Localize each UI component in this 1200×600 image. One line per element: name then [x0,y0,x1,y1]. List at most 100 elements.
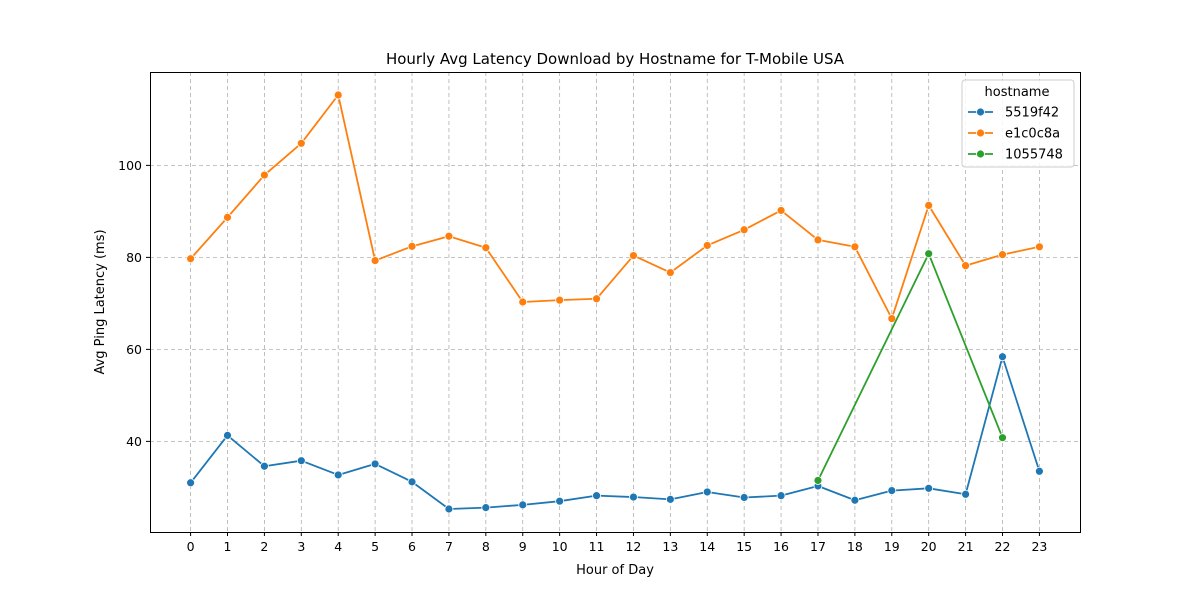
x-tick-label: 1 [224,539,232,554]
data-point [924,200,934,210]
axis-ticks: 0 1 2 3 4 5 6 7 8 9 10 11 12 13 14 15 16 17 18 19 20 21 22 2340… [118,158,1047,554]
data-point [370,459,380,469]
y-tick-label: 100 [118,158,142,173]
data-point [961,489,970,499]
data-point [407,241,417,251]
data-point [333,90,343,100]
series-lines [186,90,1044,514]
data-point [1035,466,1044,476]
data-point [186,478,195,488]
x-tick-label: 6 [408,539,416,554]
legend-label: e1c0c8a [1005,127,1060,142]
y-tick-label: 80 [126,250,142,265]
x-tick-label: 4 [334,539,342,554]
legend-box [961,79,1075,168]
data-point [665,494,675,504]
grid-lines [150,72,1080,532]
series-line [189,355,1041,510]
legend-marker [976,149,985,159]
data-point [444,504,454,514]
x-tick-label: 0 [187,539,195,554]
data-point [1035,242,1044,252]
data-point [813,235,823,245]
y-tick-label: 60 [126,342,142,357]
data-point [223,212,232,222]
x-tick-label: 14 [699,539,715,554]
data-point [186,254,195,264]
x-tick-label: 8 [482,539,490,554]
chart-title: Hourly Avg Latency Download by Hostname … [386,50,845,68]
x-tick-label: 16 [773,539,789,554]
data-point [776,491,786,501]
x-tick-label: 13 [662,539,678,554]
legend-title: hostname [985,85,1050,100]
series-line [817,252,1004,481]
data-point [702,487,712,497]
data-point [998,433,1007,443]
data-point [296,138,306,148]
x-tick-label: 10 [552,539,568,554]
x-tick-label: 21 [958,539,974,554]
legend-item: 5519f42 [968,106,1059,121]
x-tick-label: 20 [921,539,937,554]
y-axis-label: Avg Ping Latency (ms) [93,229,108,374]
data-point [518,297,528,307]
series-e1c0c8a [186,90,1044,323]
x-tick-label: 23 [1031,539,1047,554]
data-point [887,314,897,323]
x-tick-label: 15 [736,539,752,554]
data-point [260,170,269,180]
legend-label: 1055748 [1005,148,1063,163]
x-tick-label: 5 [371,539,379,554]
x-tick-label: 17 [810,539,826,554]
legend-marker [976,107,985,117]
x-tick-label: 7 [445,539,453,554]
data-point [555,295,565,305]
data-point [813,476,823,485]
data-point [518,500,528,510]
data-point [850,495,860,505]
x-tick-label: 12 [625,539,641,554]
legend-label: 5519f42 [1005,106,1059,121]
x-tick-label: 19 [884,539,900,554]
data-point [702,241,712,250]
x-tick-label: 22 [995,539,1011,554]
data-point [481,503,491,513]
legend-marker [976,128,985,138]
data-point [850,242,860,252]
data-point [998,250,1007,260]
plot-frame [150,72,1081,533]
data-point [592,294,601,304]
data-point [223,430,232,440]
data-point [296,456,306,466]
data-point [998,352,1007,362]
data-point [629,251,638,260]
x-axis-label: Hour of Day [576,563,654,578]
legend: hostname 5519f42 e1c0c8a 1055748 [961,79,1075,168]
data-point [887,486,897,496]
x-tick-label: 18 [847,539,863,554]
data-point [260,461,269,471]
x-tick-label: 3 [297,539,305,554]
x-tick-label: 2 [260,539,268,554]
data-point [629,492,638,502]
data-point [924,249,934,259]
series-5519f42 [186,352,1044,514]
data-point [407,477,417,487]
data-point [739,493,749,502]
data-point [592,491,601,501]
series-1055748 [813,249,1007,485]
data-point [333,470,343,480]
data-point [739,225,749,235]
data-point [776,206,786,215]
data-point [961,261,970,271]
x-tick-label: 11 [589,539,605,554]
legend-item: 1055748 [968,148,1063,163]
series-line [189,94,1040,320]
y-tick-label: 40 [126,434,142,449]
data-point [481,243,491,253]
data-point [555,496,565,506]
data-point [924,483,934,493]
data-point [665,268,675,277]
